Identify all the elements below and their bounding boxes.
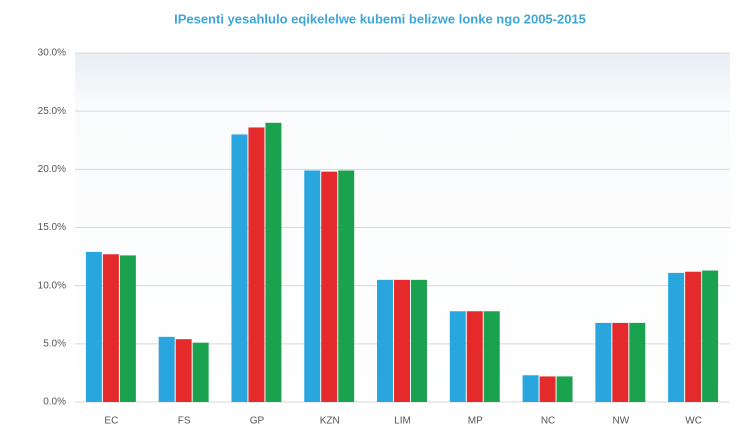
bar xyxy=(304,170,321,402)
bar xyxy=(158,336,175,402)
y-tick-label: 10.0% xyxy=(38,280,66,291)
x-tick-label: NC xyxy=(541,416,555,427)
bar xyxy=(685,271,702,402)
bar xyxy=(119,255,136,402)
x-tick-label: MP xyxy=(468,416,483,427)
x-tick-label: NW xyxy=(612,416,629,427)
bar xyxy=(483,311,500,402)
bar xyxy=(410,279,427,402)
bar xyxy=(629,322,646,402)
bar xyxy=(248,127,265,402)
bar xyxy=(175,339,192,402)
x-tick-label: KZN xyxy=(320,416,340,427)
bar xyxy=(522,375,539,402)
bar xyxy=(466,311,483,402)
bar xyxy=(449,311,466,402)
bar xyxy=(377,279,394,402)
x-tick-label: FS xyxy=(178,416,191,427)
x-tick-label: LIM xyxy=(394,416,411,427)
x-tick-label: GP xyxy=(250,416,265,427)
bar xyxy=(394,279,410,402)
y-tick-label: 0.0% xyxy=(43,397,66,408)
y-tick-label: 30.0% xyxy=(38,48,66,59)
y-tick-label: 15.0% xyxy=(38,222,66,233)
bar xyxy=(668,272,685,402)
x-tick-label: WC xyxy=(685,416,702,427)
bar xyxy=(265,122,282,403)
y-tick-label: 5.0% xyxy=(43,338,66,349)
bar xyxy=(702,270,719,402)
bar xyxy=(595,322,612,402)
bar xyxy=(192,342,209,402)
bar xyxy=(612,322,629,402)
bar xyxy=(85,251,102,402)
y-tick-label: 25.0% xyxy=(38,106,66,117)
y-tick-label: 20.0% xyxy=(38,164,66,175)
bar xyxy=(231,134,248,402)
chart-title: IPesenti yesahlulo eqikelelwe kubemi bel… xyxy=(174,11,586,26)
bar xyxy=(321,171,338,402)
bar xyxy=(338,170,355,402)
x-tick-label: EC xyxy=(104,416,118,427)
bar xyxy=(556,376,573,402)
bar xyxy=(539,376,556,402)
bar xyxy=(102,254,119,402)
